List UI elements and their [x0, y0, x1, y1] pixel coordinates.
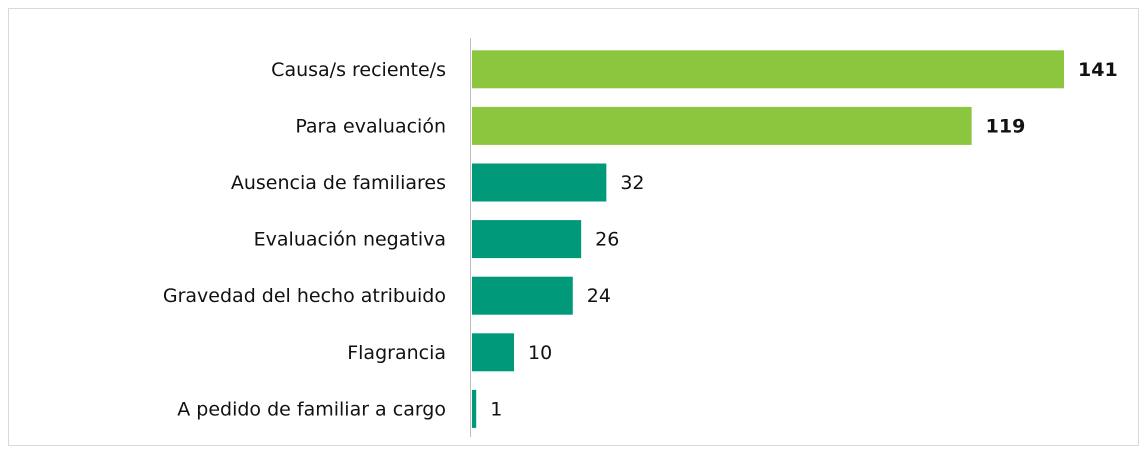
value-label: 10 — [528, 342, 552, 364]
bar — [472, 163, 607, 202]
category-label: Para evaluación — [295, 115, 446, 137]
bar — [472, 333, 514, 372]
category-label: Gravedad del hecho atribuido — [163, 285, 446, 307]
bar — [472, 220, 582, 259]
bar — [472, 389, 477, 428]
value-label: 32 — [620, 172, 644, 194]
bar — [472, 276, 573, 315]
value-label: 24 — [587, 285, 611, 307]
bar — [472, 50, 1064, 89]
category-label: Evaluación negativa — [254, 229, 446, 251]
bar — [472, 106, 972, 145]
category-label: Ausencia de familiares — [231, 172, 446, 194]
category-label: Causa/s reciente/s — [271, 59, 446, 81]
category-label: Flagrancia — [347, 342, 446, 364]
category-label: A pedido de familiar a cargo — [177, 398, 446, 420]
value-label: 26 — [595, 229, 619, 251]
value-label: 141 — [1078, 59, 1118, 81]
value-label: 119 — [986, 115, 1026, 137]
value-label: 1 — [490, 398, 502, 420]
